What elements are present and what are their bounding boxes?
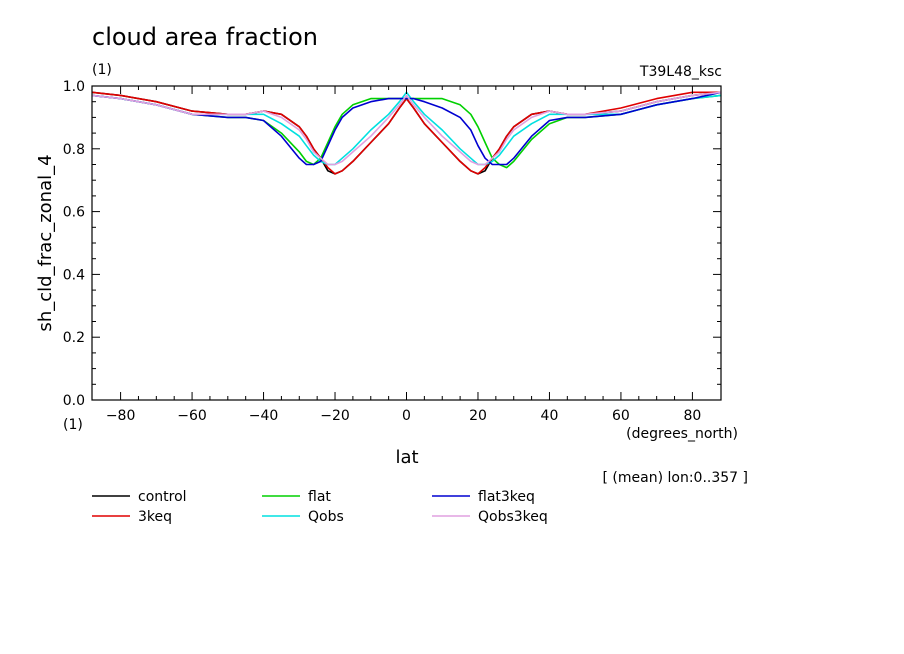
x-tick-labels: −80 −60 −40 −20 0 20 40 60 80 [106, 408, 702, 424]
y-tick-label: 0.8 [63, 142, 85, 158]
series-line-qobs3keq [91, 91, 722, 166]
y-tick-label: 0.2 [63, 330, 85, 346]
x-tick-label: −60 [177, 408, 207, 424]
x-tick-label: 40 [541, 408, 559, 424]
x-units-label: (degrees_north) [626, 426, 738, 442]
x-tick-label: 60 [612, 408, 630, 424]
legend-label-qobs: Qobs [308, 509, 344, 525]
series-line-flat3keq [91, 91, 722, 166]
y-units-top: (1) [92, 62, 112, 78]
x-tick-label: −80 [106, 408, 136, 424]
footnote: [ (mean) lon:0..357 ] [603, 470, 748, 486]
x-tick-label: 80 [683, 408, 701, 424]
chart-title: cloud area fraction [92, 23, 318, 51]
legend-label-qobs3keq: Qobs3keq [478, 509, 548, 525]
plot-area [91, 85, 722, 401]
y-tick-label: 0.0 [63, 393, 85, 409]
y-axis-label: sh_cld_frac_zonal_4 [35, 154, 56, 331]
y-tick-labels: 0.0 0.2 0.4 0.6 0.8 1.0 [63, 79, 85, 409]
x-tick-label: 20 [469, 408, 487, 424]
x-tick-label: −20 [320, 408, 350, 424]
y-tick-label: 0.4 [63, 267, 85, 283]
legend-label-3keq: 3keq [138, 509, 172, 525]
x-tick-label: 0 [402, 408, 411, 424]
legend: control 3keq flat Qobs flat3keq Qobs3keq [92, 489, 548, 525]
axis-ticks [92, 85, 721, 401]
x-axis-label: lat [395, 447, 418, 468]
experiment-label: T39L48_ksc [639, 64, 722, 80]
y-units-bottom: (1) [63, 417, 83, 433]
x-tick-label: −40 [249, 408, 279, 424]
legend-label-flat: flat [308, 489, 331, 505]
legend-label-flat3keq: flat3keq [478, 489, 535, 505]
y-tick-label: 1.0 [63, 79, 85, 95]
y-tick-label: 0.6 [63, 205, 85, 221]
legend-label-control: control [138, 489, 187, 505]
